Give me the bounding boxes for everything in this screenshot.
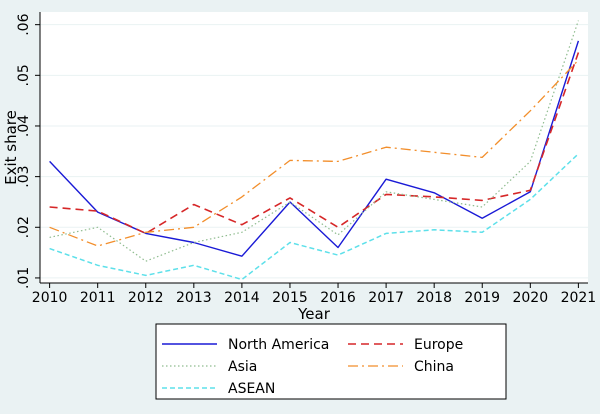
y-axis-title: Exit share bbox=[2, 110, 20, 185]
x-tick-label: 2011 bbox=[80, 290, 116, 306]
legend-label-europe: Europe bbox=[414, 337, 463, 353]
plot-area bbox=[40, 12, 588, 283]
x-tick-label: 2015 bbox=[272, 290, 308, 306]
x-tick-label: 2016 bbox=[320, 290, 356, 306]
axes: .01 .02 .03 .04 .05 .06 2010 2011 2012 2013 2014 20… bbox=[16, 12, 596, 306]
legend-box bbox=[155, 323, 507, 400]
legend-label-asean: ASEAN bbox=[228, 381, 275, 397]
y-tick-label: .01 bbox=[16, 267, 32, 289]
legend-label-china: China bbox=[414, 359, 454, 375]
y-tick-label: .05 bbox=[16, 64, 32, 86]
y-tick-label: .03 bbox=[16, 165, 32, 187]
y-tick-label: .02 bbox=[16, 216, 32, 238]
x-tick-label: 2013 bbox=[176, 290, 212, 306]
x-tick-label: 2010 bbox=[32, 290, 68, 306]
x-tick-label: 2014 bbox=[224, 290, 260, 306]
x-tick-label: 2012 bbox=[128, 290, 164, 306]
legend-label-north-america: North America bbox=[228, 337, 329, 353]
series-line-asia bbox=[49, 20, 579, 262]
y-tick-label: .06 bbox=[16, 13, 32, 35]
x-tick-label: 2017 bbox=[368, 290, 404, 306]
series-line-asean bbox=[49, 153, 579, 281]
series-lines bbox=[49, 20, 580, 281]
legend: North America Europe Asia China ASEAN bbox=[155, 323, 507, 400]
x-tick-label: 2018 bbox=[416, 290, 452, 306]
legend-label-asia: Asia bbox=[228, 359, 257, 375]
x-axis-title: Year bbox=[297, 305, 331, 323]
x-tick-label: 2020 bbox=[512, 290, 548, 306]
y-tick-label: .04 bbox=[16, 115, 32, 137]
x-tick-label: 2021 bbox=[561, 290, 597, 306]
x-tick-label: 2019 bbox=[464, 290, 500, 306]
